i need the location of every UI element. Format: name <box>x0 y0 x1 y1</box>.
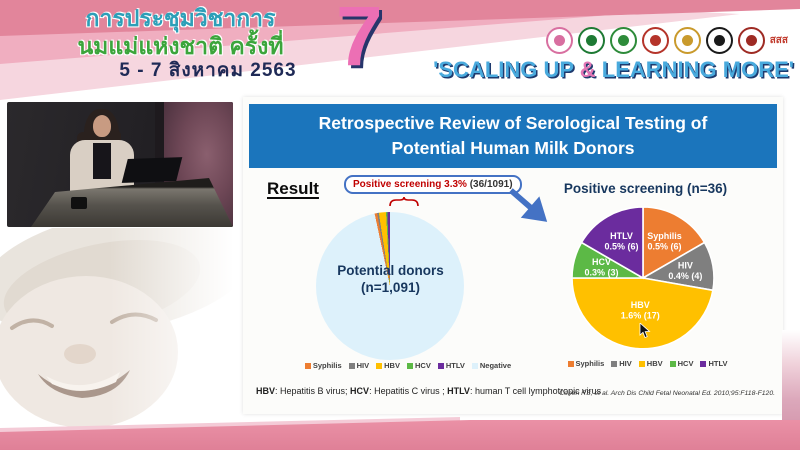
callout-brace-icon <box>389 197 419 207</box>
ministry-public-health-logo <box>609 27 637 54</box>
legend-swatch <box>611 360 618 367</box>
legend-label: HBV <box>646 359 663 368</box>
pie-slice-syphilis <box>642 206 706 280</box>
legend-item-htlv: HTLV <box>437 361 465 370</box>
legend-label: Syphilis <box>575 359 605 368</box>
podium <box>31 178 233 227</box>
mouse-cursor-icon <box>639 323 651 339</box>
legend-label: HCV <box>414 361 431 370</box>
legend-label: HTLV <box>445 361 465 370</box>
pie-slice-label: HTLV 0.5% (6) <box>604 231 638 252</box>
legend-item-hiv: HIV <box>611 359 632 368</box>
edition-number: 7 <box>336 0 383 83</box>
legend-item-hcv: HCV <box>406 361 431 370</box>
legend-item-hiv: HIV <box>348 361 370 370</box>
conference-title-line2: นมแม่แห่งชาติ ครั้งที่ <box>77 32 284 59</box>
conference-banner: การประชุมวิชาการ นมแม่แห่งชาติ ครั้งที่ … <box>0 0 800 100</box>
citation: Cohen RS, et al. Arch Dis Child Fetal Ne… <box>559 390 775 397</box>
legend-swatch <box>376 362 383 369</box>
flow-arrow-icon <box>509 188 548 222</box>
breastfeeding-center-logo <box>545 27 573 54</box>
conference-dates: 5 - 7 สิงหาคม 2563 <box>119 60 297 82</box>
presenter-video-panel <box>7 102 233 227</box>
pie-slice-label: HIV 0.4% (4) <box>668 261 702 282</box>
baby-photo-fade <box>0 228 255 428</box>
health-department-logo <box>577 27 605 54</box>
footnote-abbr: HCV <box>350 386 370 396</box>
legend-label: HIV <box>356 361 370 370</box>
legend-swatch <box>567 360 574 367</box>
legend-item-syphilis: Syphilis <box>567 359 605 368</box>
legend-swatch <box>406 362 413 369</box>
legend-item-hbv: HBV <box>376 361 400 370</box>
quote-prefix: 'SCALING UP <box>433 57 580 82</box>
legend-label: HCV <box>677 359 694 368</box>
positive-pie-title: Positive screening (n=36) <box>563 181 728 196</box>
legend-item-hcv: HCV <box>669 359 694 368</box>
legend-label: HBV <box>384 361 400 370</box>
virus-footnote: HBV: Hepatitis B virus; HCV: Hepatitis C… <box>256 386 601 396</box>
legend-item-hbv: HBV <box>638 359 663 368</box>
legend-item-syphilis: Syphilis <box>304 361 342 370</box>
positive-screening-callout: Positive screening 3.3% (36/1091) <box>344 175 522 194</box>
slide-title: Retrospective Review of Serological Test… <box>318 112 708 158</box>
donors-legend: Syphilis HIV HBV HCV HTLV Negative <box>293 361 523 370</box>
legend-swatch <box>304 362 311 369</box>
footnote-abbr: HTLV <box>447 386 470 396</box>
legend-label: Syphilis <box>312 361 342 370</box>
callout-detail: (36/1091) <box>466 179 513 190</box>
donors-pie-label-line2: (n=1,091) <box>361 279 420 295</box>
positive-pie-chart: Syphilis 0.5% (6) HIV 0.4% (4) HBV 1.6% (17) H… <box>571 206 715 350</box>
donors-pie-label: Potential donors (n=1,091) <box>318 263 463 297</box>
presentation-slide: Retrospective Review of Serological Test… <box>243 97 783 414</box>
sponsor-logos-row: สสส <box>545 27 788 54</box>
presenter-top <box>93 143 111 179</box>
legend-swatch <box>669 360 676 367</box>
legend-swatch <box>700 360 707 367</box>
pie-slice-label: HCV 0.3% (3) <box>584 257 618 278</box>
pie-slice-hbv <box>571 277 714 350</box>
pie-slice-label: HBV 1.6% (17) <box>621 300 660 321</box>
legend-label: HIV <box>619 359 632 368</box>
donors-pie-chart <box>316 212 464 360</box>
legend-item-negative: Negative <box>471 361 512 370</box>
legend-label: Negative <box>479 361 512 370</box>
legend-swatch <box>638 360 645 367</box>
legend-swatch <box>348 362 355 369</box>
royal-college-logo <box>641 27 669 54</box>
pie-slice-label: Syphilis 0.5% (6) <box>647 231 682 252</box>
footnote-text: : Hepatitis B virus; <box>275 386 351 396</box>
legend-label: HTLV <box>708 359 728 368</box>
pie-slice-htlv <box>580 206 644 280</box>
bottom-bar <box>0 416 800 450</box>
legend-swatch <box>437 362 444 369</box>
presenter-face <box>93 115 111 137</box>
conference-title-line1: การประชุมวิชาการ <box>85 5 276 31</box>
podium-badge <box>71 197 87 209</box>
footnote-text: : Hepatitis C virus ; <box>369 386 448 396</box>
conference-title: การประชุมวิชาการ นมแม่แห่งชาติ ครั้งที่ … <box>28 5 333 83</box>
legend-item-htlv: HTLV <box>700 359 728 368</box>
association-emblem-logo <box>737 27 765 54</box>
callout-highlight: Positive screening 3.3% <box>353 179 467 190</box>
laptop <box>121 157 183 183</box>
conference-quote: 'SCALING UP & LEARNING MORE' <box>433 57 794 83</box>
positive-legend: Syphilis HIV HBV HCV HTLV <box>555 359 740 368</box>
royal-emblem-logo <box>673 27 701 54</box>
quote-suffix: LEARNING MORE' <box>595 57 794 82</box>
slide-title-bar: Retrospective Review of Serological Test… <box>249 104 777 168</box>
footnote-abbr: HBV <box>256 386 276 396</box>
donors-pie-label-line1: Potential donors <box>337 263 444 278</box>
result-heading: Result <box>267 179 319 198</box>
thaihealth-logo: สสส <box>769 34 788 46</box>
footnote-text: : human T cell lymphotropic virus <box>469 386 602 396</box>
quote-ampersand: & <box>579 57 596 82</box>
legend-swatch <box>471 362 478 369</box>
university-emblem-logo <box>705 27 733 54</box>
